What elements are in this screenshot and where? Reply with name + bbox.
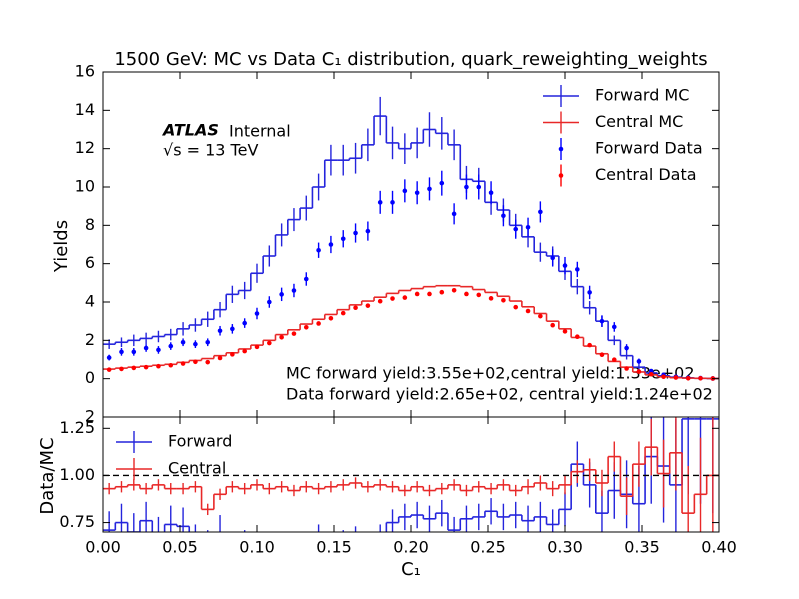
y-tick-label: 2 — [85, 330, 95, 349]
data-point — [562, 329, 568, 334]
data-point — [168, 362, 174, 368]
data-point — [575, 334, 580, 339]
y-axis-label: Yields — [51, 220, 72, 273]
data-point — [193, 359, 198, 365]
x-tick-label: 0.40 — [701, 538, 737, 557]
y-tick-label: 0 — [85, 368, 95, 387]
y-tick-label: 12 — [75, 138, 95, 157]
legend-label: Central Data — [595, 165, 697, 184]
data-point — [501, 297, 506, 303]
y-tick-label: 10 — [75, 177, 95, 196]
chart-title: 1500 GeV: MC vs Data C₁ distribution, qu… — [114, 49, 707, 70]
data-point — [476, 292, 482, 298]
data-point — [143, 364, 149, 370]
data-point — [464, 291, 469, 297]
data-point — [217, 355, 223, 361]
data-point — [180, 361, 186, 366]
data-point — [106, 367, 112, 372]
data-yield-note: Data forward yield:2.65e+02, central yie… — [286, 385, 713, 404]
data-point — [254, 344, 260, 350]
data-point — [673, 375, 679, 380]
x-tick-label: 0.30 — [547, 538, 583, 557]
plot-frame — [102, 416, 720, 533]
atlas-label: ATLAS — [161, 121, 219, 140]
data-point — [439, 289, 445, 295]
x-tick-label: 0.00 — [85, 538, 121, 557]
data-point — [340, 310, 346, 316]
data-point — [550, 322, 555, 328]
data-point — [648, 371, 654, 377]
y-tick-label: 14 — [75, 100, 95, 119]
x-tick-label: 0.05 — [162, 538, 198, 557]
data-point — [377, 298, 383, 304]
x-tick-label: 0.10 — [239, 538, 275, 557]
data-point — [599, 352, 605, 358]
data-point — [119, 366, 124, 372]
data-point — [390, 296, 395, 301]
y-tick-label: 2 — [85, 407, 95, 426]
x-tick-label: 0.35 — [624, 538, 660, 557]
x-tick-label: 0.25 — [470, 538, 506, 557]
data-point — [488, 296, 494, 301]
data-point — [414, 291, 420, 297]
legend-label: Forward — [168, 432, 232, 451]
data-point — [316, 321, 321, 326]
mc-yield-note: MC forward yield:3.55e+02,central yield:… — [286, 364, 695, 383]
legend-label: Forward MC — [595, 86, 689, 105]
data-point — [291, 331, 297, 336]
data-point — [230, 352, 235, 357]
data-point — [624, 366, 629, 371]
y-tick-label: 16 — [75, 62, 95, 81]
data-point — [267, 340, 272, 346]
legend-label: Central MC — [595, 112, 683, 131]
data-point — [513, 304, 519, 310]
x-tick-label: 0.15 — [316, 538, 352, 557]
data-point — [538, 313, 543, 319]
x-tick-label: 0.20 — [393, 538, 429, 557]
data-point — [698, 375, 703, 381]
plot-area — [103, 417, 719, 532]
legend-label: Central — [168, 459, 226, 478]
data-point — [242, 348, 247, 354]
y-tick-label: 6 — [85, 253, 95, 272]
data-point — [661, 374, 666, 380]
data-point — [365, 303, 371, 308]
y-tick-label: 1.25 — [59, 418, 95, 437]
data-point — [451, 288, 457, 293]
data-point — [402, 295, 408, 300]
atlas-status: Internal — [229, 122, 291, 141]
data-point — [303, 325, 309, 330]
y-tick-label: 0.75 — [59, 512, 95, 531]
data-point — [685, 375, 691, 381]
y-tick-label: 8 — [85, 215, 95, 234]
data-point — [611, 357, 617, 362]
data-point — [427, 291, 432, 297]
data-point — [525, 308, 531, 314]
legend-label: Forward Data — [595, 139, 703, 158]
data-point — [328, 315, 334, 321]
data-point — [279, 334, 284, 340]
data-point — [636, 369, 642, 374]
energy-label: √s = 13 TeV — [163, 141, 258, 160]
y-tick-label: 4 — [85, 292, 95, 311]
data-point — [205, 359, 211, 365]
x-axis-label: C₁ — [401, 559, 421, 580]
data-point — [587, 342, 592, 348]
y-axis-label: Data/MC — [37, 437, 58, 514]
data-point — [156, 363, 161, 369]
data-point — [131, 365, 137, 371]
y-tick-label: 1.00 — [59, 465, 95, 484]
data-point — [353, 305, 358, 311]
